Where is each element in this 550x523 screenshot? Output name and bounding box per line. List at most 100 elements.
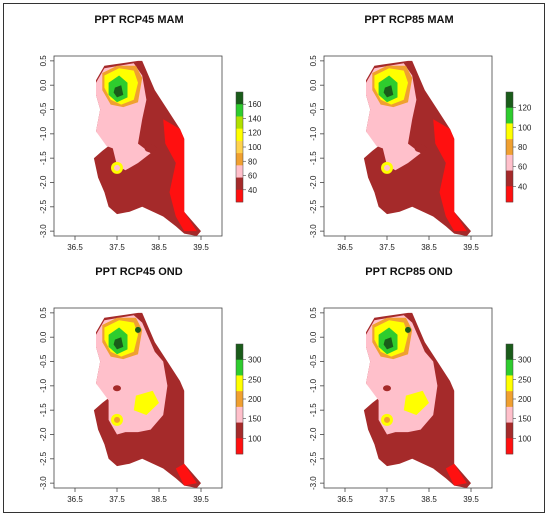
legend-swatch <box>236 359 243 376</box>
legend-tick-label: 300 <box>248 356 262 365</box>
x-tick-label: 36.5 <box>67 495 83 504</box>
y-tick-label: -2.0 <box>39 427 48 441</box>
x-tick-label: 36.5 <box>337 495 353 504</box>
spot-inner-south <box>114 164 120 171</box>
y-tick-label: -3.0 <box>39 476 48 490</box>
legend-swatch <box>236 177 243 191</box>
legend-swatch <box>506 391 513 408</box>
legend-swatch <box>236 116 243 129</box>
y-tick-label: -2.0 <box>309 175 318 189</box>
y-tick-label: 0.5 <box>39 55 48 67</box>
legend-tick-label: 100 <box>518 123 532 132</box>
legend-tick-label: 150 <box>518 415 532 424</box>
spot-dark-red <box>383 385 391 392</box>
map-layers <box>363 312 471 488</box>
y-tick-label: -1.0 <box>309 126 318 140</box>
y-tick-label: -0.5 <box>39 354 48 368</box>
spot-dark-green-east <box>405 326 411 333</box>
x-tick-label: 38.5 <box>151 243 167 252</box>
plot-frame <box>53 307 223 489</box>
legend-swatch <box>506 123 513 140</box>
x-tick-label: 37.5 <box>109 495 125 504</box>
y-tick-label: -1.0 <box>39 126 48 140</box>
y-tick-label: 0.0 <box>39 331 48 343</box>
legend-tick-label: 200 <box>518 395 532 404</box>
legend-swatch <box>506 92 513 109</box>
y-tick-label: -1.5 <box>309 403 318 417</box>
map-panel-rcp45-mam: PPT RCP45 MAM 36.5 37.5 38.5 39.5 0.5 0.0 -0.5… <box>4 14 274 269</box>
x-tick-label: 38.5 <box>421 495 437 504</box>
legend-swatch <box>236 344 243 361</box>
x-tick-label: 39.5 <box>463 243 479 252</box>
region-dark-green <box>113 85 124 98</box>
y-tick-label: -3.0 <box>309 476 318 490</box>
plot-frame <box>323 307 493 489</box>
panel-title: PPT RCP45 OND <box>95 266 183 278</box>
y-tick-label: -1.0 <box>39 378 48 392</box>
legend-swatch <box>506 375 513 392</box>
map-svg: 36.5 37.5 38.5 39.5 0.5 0.0 -0.5 -1.0 -1.5 -2.0 -2… <box>309 55 532 252</box>
y-tick-label: -0.5 <box>39 102 48 116</box>
spot-dark-red <box>144 144 157 153</box>
y-tick-label: 0.0 <box>39 79 48 91</box>
region-dark-green <box>383 85 394 98</box>
legend-tick-label: 60 <box>248 172 257 181</box>
region-yellow-central <box>403 390 429 415</box>
map-svg: 36.5 37.5 38.5 39.5 0.5 0.0 -0.5 -1.0 -1.5 -2.0 -2… <box>39 55 262 252</box>
legend-swatch <box>506 154 513 171</box>
x-tick-label: 38.5 <box>421 243 437 252</box>
region-yellow-central <box>133 390 159 415</box>
panel-title: PPT RCP45 MAM <box>94 14 184 26</box>
legend-swatch <box>236 165 243 178</box>
legend-tick-label: 120 <box>518 104 532 113</box>
x-tick-label: 39.5 <box>463 495 479 504</box>
legend-swatch <box>236 406 243 423</box>
legend-swatch <box>506 107 513 124</box>
y-tick-label: -1.5 <box>39 151 48 165</box>
y-tick-label: -0.5 <box>309 354 318 368</box>
legend-tick-label: 150 <box>248 415 262 424</box>
legend-tick-label: 250 <box>248 375 262 384</box>
y-tick-label: -2.0 <box>309 427 318 441</box>
map-layers <box>363 60 471 237</box>
spot-inner-south <box>114 416 120 423</box>
y-tick-label: -2.5 <box>39 451 48 465</box>
legend-swatch <box>236 128 243 142</box>
legend-tick-label: 80 <box>518 143 527 152</box>
legend-tick-label: 120 <box>248 129 262 138</box>
map-svg: 36.5 37.5 38.5 39.5 0.5 0.0 -0.5 -1.0 -1.5 -2.0 -2… <box>309 307 532 504</box>
legend-tick-label: 300 <box>518 356 532 365</box>
legend-swatch <box>506 170 513 187</box>
x-tick-label: 36.5 <box>337 243 353 252</box>
spot-inner-south <box>384 164 390 171</box>
legend-swatch <box>506 344 513 361</box>
map-layers <box>93 312 201 488</box>
legend-swatch <box>236 391 243 408</box>
x-tick-label: 37.5 <box>109 243 125 252</box>
y-tick-label: -2.5 <box>39 199 48 213</box>
map-panel-rcp45-ond: PPT RCP45 OND 36.5 37.5 38.5 39.5 0.5 0.0 -0.5… <box>4 266 274 521</box>
y-tick-label: 0.5 <box>39 307 48 319</box>
legend-swatch <box>506 139 513 156</box>
legend-swatch <box>506 186 513 203</box>
legend-tick-label: 100 <box>248 143 262 152</box>
panel-title: PPT RCP85 MAM <box>364 14 454 26</box>
y-tick-label: -2.5 <box>309 199 318 213</box>
x-tick-label: 39.5 <box>193 243 209 252</box>
map-svg: 36.5 37.5 38.5 39.5 0.5 0.0 -0.5 -1.0 -1.5 -2.0 -2… <box>39 307 262 504</box>
legend-swatch <box>236 189 243 203</box>
y-tick-label: -0.5 <box>309 102 318 116</box>
y-tick-label: -1.5 <box>309 151 318 165</box>
legend-tick-label: 80 <box>248 157 257 166</box>
y-tick-label: -1.0 <box>309 378 318 392</box>
plot-frame <box>53 55 223 237</box>
legend-tick-label: 100 <box>518 434 532 443</box>
legend-tick-label: 100 <box>248 434 262 443</box>
y-tick-label: -2.0 <box>39 175 48 189</box>
legend-swatch <box>236 104 243 117</box>
legend-swatch <box>506 406 513 423</box>
y-tick-label: 0.0 <box>309 79 318 91</box>
legend-swatch <box>236 140 243 154</box>
legend-tick-label: 140 <box>248 114 262 123</box>
legend-swatch <box>236 92 243 105</box>
